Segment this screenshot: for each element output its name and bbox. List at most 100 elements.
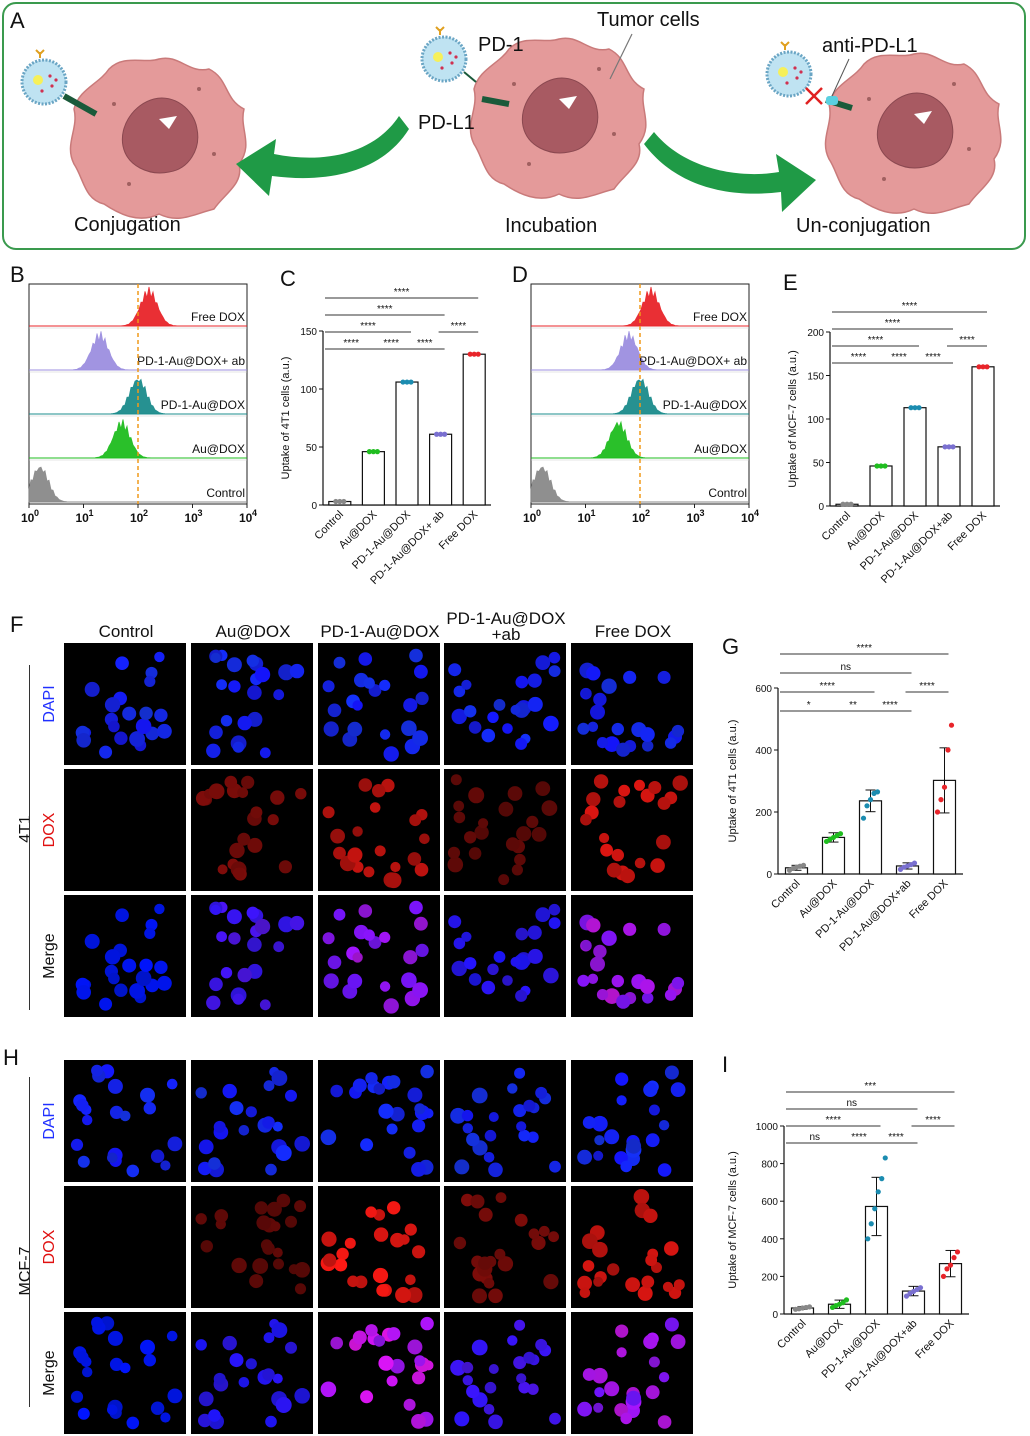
cell-nucleus — [143, 1102, 156, 1115]
data-point-4 — [940, 1273, 947, 1279]
microscopy-image — [70, 1316, 183, 1430]
cell-nucleus — [228, 932, 241, 945]
bar-chart-i: 0 200 400 600 800 1000 Uptake of MCF-7 cells (… — [727, 1081, 969, 1394]
cell-nucleus — [363, 929, 375, 941]
cell-nucleus — [114, 731, 128, 745]
cell-nucleus — [468, 973, 482, 986]
cell-nucleus — [541, 800, 558, 816]
cell-nucleus — [498, 874, 510, 886]
cell-nucleus — [91, 1064, 103, 1077]
cell-nucleus — [474, 825, 489, 840]
microscopy-tile-dapi-0 — [64, 1060, 186, 1182]
cell-nucleus — [478, 1256, 492, 1270]
y-axis-label: Uptake of 4T1 cells (a.u.) — [280, 357, 292, 480]
data-point-4 — [948, 722, 955, 728]
cell-nucleus — [531, 1235, 546, 1250]
cell-nucleus — [256, 1215, 272, 1231]
cell-nucleus — [229, 1101, 244, 1116]
cell-nucleus — [657, 1415, 672, 1429]
panel-letter-h: H — [3, 1045, 19, 1070]
cell-nucleus — [107, 1330, 123, 1346]
microscopy-tile-dox-1 — [191, 1186, 313, 1308]
flow-tick-exp: 4 — [754, 508, 759, 518]
cell-nucleus — [166, 1078, 178, 1090]
cell-nucleus — [278, 916, 295, 933]
microscopy-row-label-dapi: DAPI — [41, 685, 58, 723]
cell-nucleus — [365, 1206, 377, 1218]
cell-nucleus — [373, 1227, 389, 1242]
cell-nucleus — [593, 692, 607, 707]
cell-nucleus — [461, 1193, 474, 1207]
cell-nucleus — [516, 1121, 527, 1132]
cell-nucleus — [462, 1123, 473, 1134]
cell-nucleus — [596, 737, 609, 749]
cell-nucleus — [611, 848, 624, 862]
cell-nucleus — [657, 796, 671, 810]
cell-nucleus — [641, 1275, 655, 1289]
cell-nucleus — [386, 1375, 398, 1387]
microscopy-tile-merge-3 — [444, 1312, 566, 1434]
microscopy-image — [64, 769, 186, 891]
cell-nucleus — [119, 1110, 131, 1122]
cell-nucleus — [143, 1354, 156, 1367]
cell-nucleus — [447, 846, 461, 859]
cell-nucleus — [483, 1152, 495, 1163]
cell-nucleus — [507, 786, 523, 801]
cell-nucleus — [664, 1065, 679, 1080]
microscopy-column-title: Au@DOX — [215, 622, 291, 641]
cell-nucleus — [657, 670, 671, 684]
flow-tick-label: 10 — [687, 511, 701, 525]
microscopy-image — [453, 1192, 559, 1304]
data-point-2 — [867, 797, 874, 803]
cell-nucleus — [198, 1161, 212, 1176]
data-point-2 — [912, 405, 918, 411]
significance-label: ns — [809, 1132, 820, 1143]
cell-nucleus — [104, 949, 121, 965]
cell-nucleus — [249, 1274, 264, 1289]
cell-nucleus — [587, 721, 599, 732]
flow-tick-exp: 4 — [252, 508, 257, 518]
cell-nucleus — [593, 944, 607, 959]
cell-nucleus — [237, 832, 251, 846]
cell-nucleus — [548, 917, 561, 929]
cell-nucleus — [216, 679, 227, 690]
cell-nucleus — [208, 783, 225, 800]
cell-nucleus — [262, 1242, 275, 1255]
bar-chart-g: 0 200 400 600 Uptake of 4T1 cells (a.u.) Cont… — [727, 644, 963, 954]
microscopy-tile-dapi-3 — [444, 1060, 566, 1182]
cell-nucleus — [488, 1288, 503, 1304]
cell-nucleus — [145, 666, 158, 679]
microscopy-image — [577, 1189, 685, 1301]
cell-nucleus — [620, 1412, 632, 1425]
y-tick-label: 200 — [807, 328, 824, 339]
cell-nucleus — [360, 1138, 374, 1152]
cell-nucleus — [237, 787, 249, 798]
y-tick-label: 150 — [807, 372, 824, 383]
cell-nucleus — [510, 956, 521, 967]
significance-label: **** — [902, 301, 918, 312]
flow-track-label: PD-1-Au@DOX — [161, 398, 245, 412]
cell-nucleus — [633, 1189, 650, 1205]
cell-nucleus — [615, 1072, 629, 1086]
cell-nucleus — [414, 664, 428, 679]
microscopy-tile-merge-0 — [64, 1312, 186, 1434]
cell-nucleus — [144, 927, 156, 939]
cell-nucleus — [577, 974, 590, 987]
significance-label: **** — [417, 338, 433, 349]
label-conjugation: Conjugation — [74, 214, 181, 236]
cell-nucleus — [615, 1324, 629, 1338]
cell-nucleus — [238, 1125, 250, 1136]
category-label: Free DOX — [907, 877, 951, 921]
cell-nucleus — [209, 725, 223, 740]
cell-nucleus — [150, 1401, 165, 1415]
bar-chart-c: 0 50 100 150 Uptake of 4T1 cells (a.u.) Contr… — [280, 287, 491, 587]
cell-nucleus — [352, 952, 363, 963]
data-point-3 — [903, 1293, 910, 1299]
microscopy-image — [320, 1064, 434, 1177]
data-point-4 — [934, 809, 941, 815]
microscopy-tile-merge-3 — [444, 895, 566, 1017]
cell-nucleus — [135, 718, 152, 734]
flow-track-label: Free DOX — [693, 310, 747, 324]
cell-nucleus — [387, 1327, 401, 1341]
cell-nucleus — [241, 775, 255, 789]
